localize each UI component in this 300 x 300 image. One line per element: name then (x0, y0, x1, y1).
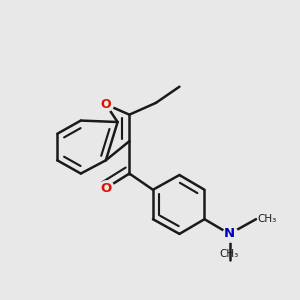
Text: CH₃: CH₃ (257, 214, 277, 224)
Text: O: O (100, 98, 111, 111)
Text: O: O (100, 182, 112, 195)
Text: N: N (224, 227, 235, 240)
Text: CH₃: CH₃ (220, 249, 239, 259)
